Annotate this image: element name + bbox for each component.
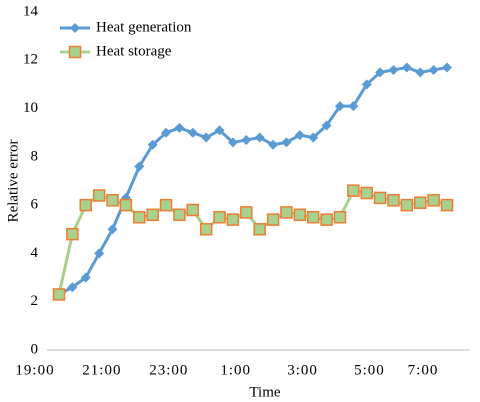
x-tick-label: 5:00 (354, 362, 385, 378)
marker (254, 132, 265, 143)
y-tick-label: 0 (31, 341, 39, 357)
marker (199, 223, 213, 236)
marker (266, 213, 280, 226)
marker (159, 198, 173, 212)
marker (401, 62, 412, 73)
marker (134, 161, 145, 172)
marker (187, 127, 198, 138)
y-tick-label: 10 (23, 100, 38, 116)
marker (201, 132, 212, 143)
marker (253, 223, 266, 236)
marker (146, 208, 159, 222)
marker (413, 196, 427, 209)
marker (79, 198, 93, 212)
marker (119, 198, 133, 212)
marker (173, 208, 186, 222)
x-axis-label: Time (249, 384, 280, 400)
marker (241, 134, 252, 145)
marker (400, 198, 414, 212)
marker (106, 194, 119, 207)
marker (214, 125, 225, 136)
marker (133, 210, 146, 224)
marker (388, 64, 399, 75)
marker (360, 186, 373, 200)
marker (321, 120, 332, 131)
marker (280, 206, 293, 219)
marker (226, 213, 240, 226)
series-line (58, 65, 448, 296)
y-tick-label: 14 (23, 3, 39, 19)
x-tick-label: 1:00 (220, 362, 251, 378)
x-tick-label: 3:00 (287, 362, 318, 378)
marker (306, 210, 320, 224)
marker (92, 189, 106, 202)
legend-marker (68, 45, 82, 59)
marker (240, 206, 253, 219)
marker (347, 184, 360, 197)
marker (174, 122, 185, 133)
marker (67, 282, 78, 293)
marker (293, 208, 307, 222)
marker (52, 288, 66, 301)
marker (186, 203, 200, 217)
y-tick-label: 4 (31, 245, 39, 261)
x-tick-label: 21:00 (82, 362, 121, 378)
y-tick-label: 6 (31, 197, 39, 213)
marker (213, 210, 226, 224)
y-tick-label: 8 (31, 148, 39, 164)
marker (348, 101, 359, 112)
marker (320, 213, 333, 226)
y-axis-label: Relative error (5, 140, 21, 223)
marker (442, 62, 452, 73)
y-tick-label: 12 (23, 52, 38, 68)
marker (147, 139, 158, 150)
x-tick-label: 19:00 (15, 362, 54, 378)
marker (161, 127, 172, 138)
marker (80, 272, 91, 283)
marker (281, 137, 292, 148)
marker (375, 67, 386, 78)
x-tick-label: 23:00 (149, 362, 188, 378)
marker (227, 137, 238, 148)
marker (334, 101, 345, 112)
legend-label: Heat generation (96, 19, 192, 35)
marker (294, 130, 305, 141)
marker (428, 64, 439, 75)
marker (107, 224, 118, 235)
marker (66, 227, 79, 241)
marker (387, 194, 400, 207)
marker (440, 198, 454, 212)
marker (427, 194, 440, 207)
marker (308, 132, 319, 143)
marker (333, 210, 347, 224)
x-tick-label: 7:00 (408, 362, 439, 378)
legend-marker (70, 23, 80, 33)
y-tick-label: 2 (31, 293, 39, 309)
marker (373, 191, 387, 205)
legend-label: Heat storage (96, 43, 172, 59)
marker (415, 67, 426, 78)
marker (268, 139, 279, 150)
marker (94, 248, 105, 259)
marker (361, 79, 372, 90)
